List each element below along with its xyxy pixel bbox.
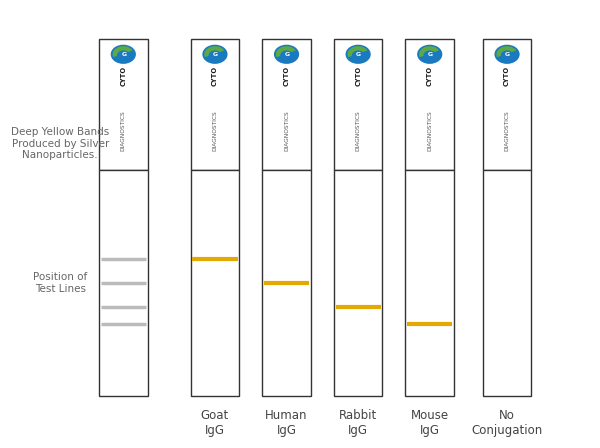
Bar <box>191 39 239 170</box>
Text: DIAGNOSTICS: DIAGNOSTICS <box>121 110 126 151</box>
Text: DIAGNOSTICS: DIAGNOSTICS <box>427 110 432 151</box>
Text: CYTO: CYTO <box>504 66 510 86</box>
Text: CYTO: CYTO <box>121 66 127 86</box>
Text: G: G <box>213 52 218 57</box>
Circle shape <box>209 51 221 60</box>
Circle shape <box>117 51 130 60</box>
Bar <box>406 39 454 170</box>
Wedge shape <box>113 46 133 57</box>
Bar <box>99 39 148 170</box>
Wedge shape <box>419 46 439 57</box>
Bar <box>262 39 311 170</box>
Circle shape <box>346 45 371 64</box>
Bar <box>99 170 148 396</box>
Wedge shape <box>276 46 296 57</box>
Bar <box>483 39 532 170</box>
Text: Mouse
IgG: Mouse IgG <box>410 409 449 438</box>
Bar <box>262 170 311 396</box>
Circle shape <box>417 45 442 64</box>
Wedge shape <box>204 46 224 57</box>
Circle shape <box>274 45 299 64</box>
Circle shape <box>202 45 227 64</box>
Text: G: G <box>121 52 127 57</box>
Text: G: G <box>505 52 510 57</box>
Bar <box>406 170 454 396</box>
Text: No
Conjugation: No Conjugation <box>472 409 542 438</box>
Text: Rabbit
IgG: Rabbit IgG <box>339 409 377 438</box>
Text: DIAGNOSTICS: DIAGNOSTICS <box>505 110 509 151</box>
Text: CYTO: CYTO <box>212 66 218 86</box>
Text: G: G <box>428 52 433 57</box>
Text: Position of
Test Lines: Position of Test Lines <box>33 272 88 294</box>
Text: Deep Yellow Bands
Produced by Silver
Nanoparticles.: Deep Yellow Bands Produced by Silver Nan… <box>11 127 109 160</box>
Text: DIAGNOSTICS: DIAGNOSTICS <box>212 110 217 151</box>
Bar <box>334 39 382 170</box>
Text: G: G <box>356 52 361 57</box>
Bar <box>483 170 532 396</box>
Wedge shape <box>347 46 367 57</box>
Circle shape <box>110 45 136 64</box>
Text: DIAGNOSTICS: DIAGNOSTICS <box>356 110 361 151</box>
Circle shape <box>494 45 520 64</box>
Circle shape <box>424 51 436 60</box>
Text: Human
IgG: Human IgG <box>265 409 308 438</box>
Text: CYTO: CYTO <box>355 66 361 86</box>
Bar <box>334 170 382 396</box>
Text: Goat
IgG: Goat IgG <box>201 409 229 438</box>
Text: G: G <box>284 52 290 57</box>
Bar <box>191 170 239 396</box>
Circle shape <box>280 51 293 60</box>
Wedge shape <box>496 46 517 57</box>
Text: CYTO: CYTO <box>284 66 290 86</box>
Text: CYTO: CYTO <box>427 66 433 86</box>
Circle shape <box>501 51 514 60</box>
Text: DIAGNOSTICS: DIAGNOSTICS <box>284 110 289 151</box>
Circle shape <box>352 51 364 60</box>
